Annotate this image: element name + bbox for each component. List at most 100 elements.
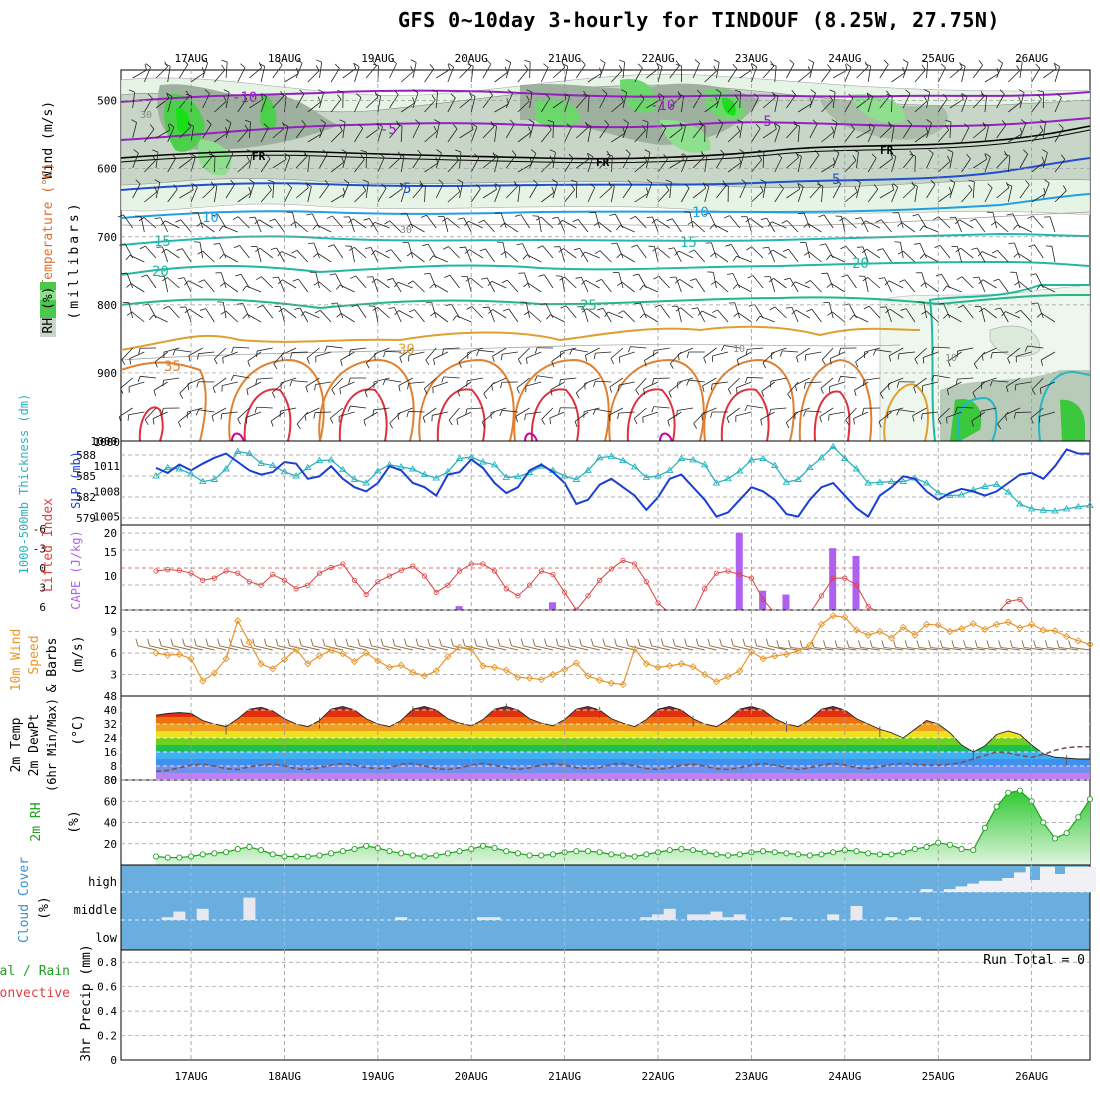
upper-wind-barb [774,188,784,203]
upper-wind-barb [821,186,824,203]
upper-wind-barb-flag [819,243,826,246]
upper-wind-barb-flag [301,120,306,126]
wind10m-marker [304,660,312,668]
upper-wind-barb-flag [163,305,169,310]
rh2m-marker [631,853,638,860]
upper-wind-barb [786,125,798,139]
upper-wind-barb-flag [907,119,912,125]
thickness-marker [490,460,499,468]
wind10m-barb-flag [823,640,826,648]
upper-wind-barb-flag [351,304,358,308]
upper-wind-barb [1042,152,1048,169]
wind10m-barb-flag [1056,640,1060,648]
date-label-bottom: 26AUG [1015,1070,1048,1083]
upper-wind-barb [237,192,252,203]
upper-wind-barb [657,127,667,143]
cloud-middle-bar [395,917,408,920]
upper-wind-barb-flag [1016,65,1020,71]
thickness-marker [677,454,686,461]
upper-wind-barb [702,377,717,387]
upper-wind-barb-flag [900,308,907,311]
upper-wind-barb [584,251,600,259]
upper-wind-barb [492,309,507,319]
upper-wind-barb [602,308,612,323]
lifted-index-marker [702,586,708,592]
upper-wind-barb [540,129,552,143]
upper-wind-barb [639,303,647,319]
upper-wind-barb [623,310,635,323]
upper-wind-barb [657,66,663,83]
upper-wind-barb [774,157,783,173]
thickness-marker [455,454,464,461]
upper-wind-barb [1054,159,1066,173]
upper-wind-barb [203,279,215,293]
upper-wind-barb-flag [654,304,661,308]
upper-wind-barb [443,216,449,233]
upper-wind-barb-flag [435,157,439,164]
upper-wind-barb [482,411,495,423]
upper-wind-barb-flag [947,155,951,162]
upper-wind-barb [638,273,647,289]
upper-wind-barb [772,249,787,259]
upper-wind-barb [711,242,717,259]
upper-wind-barb [179,126,192,139]
upper-wind-barb-flag [646,216,653,218]
upper-wind-barb [1054,97,1062,113]
lifted-index-marker [316,570,323,576]
wind10m-marker [175,650,184,659]
upper-wind-barb-flag [417,149,422,155]
upper-wind-barb [128,381,145,388]
upper-wind-barb [237,67,246,83]
upper-wind-barb [434,312,449,323]
ylabel-cloud: Cloud Cover [17,857,32,943]
lifted-index-marker [153,568,159,574]
upper-wind-barb [298,278,309,293]
upper-wind-barb [961,96,968,113]
upper-wind-barb [466,407,483,410]
wind10m-barb-flag [881,640,885,648]
upper-wind-barb-flag [376,122,380,129]
upper-wind-barb [992,351,1009,353]
upper-wind-barb [867,277,881,289]
rh2m-marker [246,843,253,850]
wind10m-marker [689,662,697,671]
upper-wind-barb-flag [727,388,732,395]
upper-wind-barb [961,276,974,289]
upper-wind-barb [397,407,414,415]
upper-wind-barb [595,408,612,413]
upper-wind-barb-flag [997,59,1003,64]
cloud-middle-bar [733,914,746,920]
upper-wind-barb [587,187,596,203]
thickness-marker [992,480,1001,487]
wind10m-barb [347,645,367,651]
upper-wind-barb [494,126,497,143]
upper-wind-barb [435,183,444,199]
wind10m-barb-flag [1068,640,1072,648]
cloud-middle-bar [173,911,186,920]
upper-wind-barb-flag [167,124,171,131]
ylabel-temp2m-a: 2m Temp [9,717,24,772]
upper-wind-barb [152,411,168,419]
upper-wind-barb-flag [772,93,779,97]
upper-wind-barb [225,153,234,169]
rh2m-marker [795,851,802,858]
upper-wind-barb [882,248,892,263]
upper-wind-barb-flag [258,62,263,68]
upper-wind-barb-flag [456,418,459,425]
upper-wind-barb-flag [890,153,897,157]
slp-line [155,448,1090,519]
upper-wind-barb [973,158,987,169]
wind10m-barb-flag [730,638,734,646]
upper-wind-barb [432,411,448,416]
upper-wind-barb [374,221,390,229]
upper-wind-barb-flag [593,221,599,227]
wind10m-marker [596,676,604,684]
upper-wind-barb [679,278,694,289]
upper-wind-barb [844,160,857,173]
upper-wind-barb [482,189,497,199]
upper-wind-barb [619,351,635,358]
upper-wind-barb [735,411,752,417]
upper-wind-barb [736,255,752,263]
wind10m-barb-flag [799,640,803,648]
